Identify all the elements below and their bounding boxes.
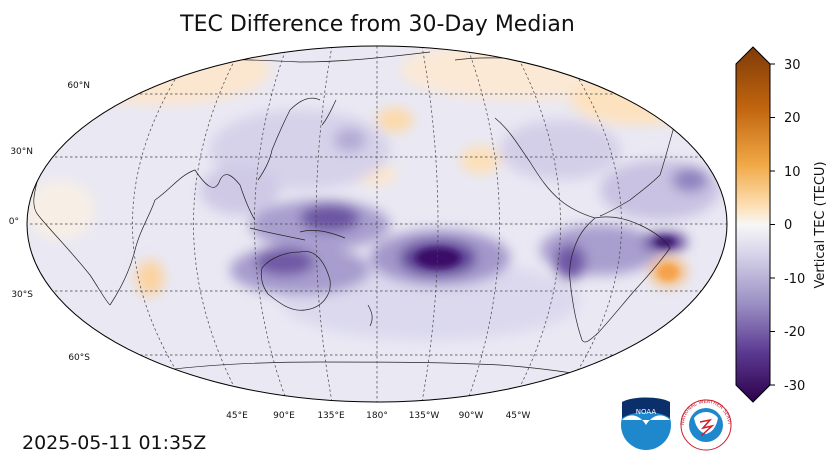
- tec-field: [27, 46, 727, 402]
- colorbar-tick-30: 30: [784, 58, 801, 73]
- colorbar-tick-10: 10: [784, 165, 801, 180]
- colorbar-tick-0: 0: [784, 218, 792, 233]
- timestamp: 2025-05-11 01:35Z: [22, 432, 207, 454]
- lon-label-45w: 45°W: [506, 411, 531, 421]
- lon-label-135w: 135°W: [409, 411, 440, 421]
- colorbar-tick-neg20: -20: [784, 325, 805, 340]
- lon-label-135e: 135°E: [317, 411, 345, 421]
- colorbar: 30 20 10 0 -10 -20 -30 Vertical TEC (TEC…: [735, 46, 828, 403]
- colorbar-label: Vertical TEC (TECU): [813, 161, 828, 288]
- colorbar-tick-neg30: -30: [784, 379, 805, 394]
- chart-title: TEC Difference from 30-Day Median: [180, 12, 575, 37]
- lat-label-30s: 30°S: [11, 290, 33, 300]
- colorbar-tick-neg10: -10: [784, 272, 805, 287]
- lon-label-45e: 45°E: [226, 411, 248, 421]
- noaa-logo: NOAA: [621, 397, 671, 450]
- lat-label-0: 0°: [9, 217, 19, 227]
- lat-label-30n: 30°N: [10, 147, 33, 157]
- lat-label-60n: 60°N: [67, 81, 90, 91]
- colorbar-tick-20: 20: [784, 111, 801, 126]
- lon-label-90w: 90°W: [459, 411, 484, 421]
- lon-label-180: 180°: [366, 411, 388, 421]
- globe-outline: [26, 45, 728, 403]
- lon-label-90e: 90°E: [273, 411, 295, 421]
- noaa-logo-text: NOAA: [636, 408, 657, 416]
- lat-label-60s: 60°S: [68, 353, 90, 363]
